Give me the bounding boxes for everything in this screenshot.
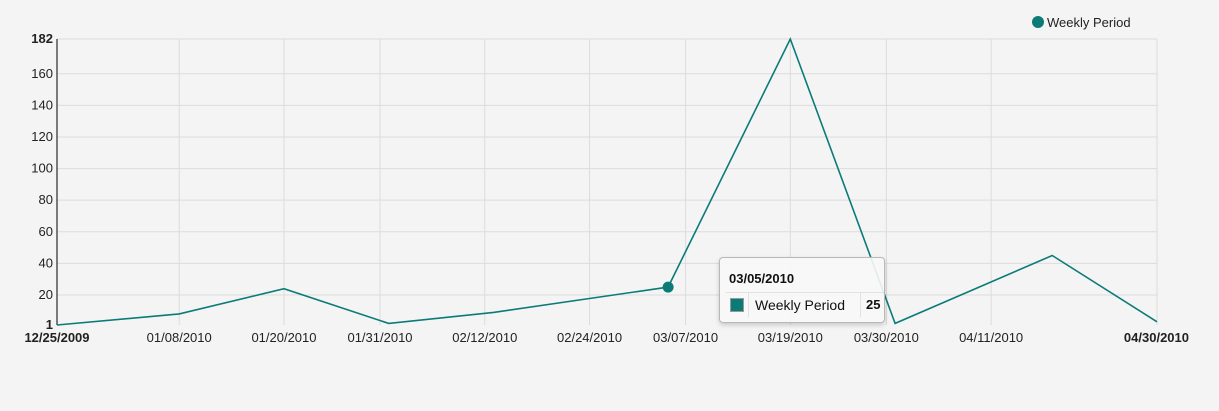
x-tick-labels: 12/25/2009 01/08/2010 01/20/2010 01/31/2010… <box>24 330 1189 345</box>
legend[interactable]: Weekly Period <box>1032 15 1131 30</box>
y-tick-label: 182 <box>31 31 53 46</box>
tooltip-value: 25 <box>866 297 881 312</box>
tooltip-series-name: Weekly Period <box>755 297 846 313</box>
y-tick-label: 160 <box>31 66 53 81</box>
highlighted-point[interactable] <box>662 281 674 293</box>
x-tick-label: 04/30/2010 <box>1124 330 1189 345</box>
legend-marker[interactable] <box>1032 16 1044 28</box>
legend-label[interactable]: Weekly Period <box>1047 15 1131 30</box>
x-tick-label: 03/19/2010 <box>758 330 823 345</box>
tooltip-date: 03/05/2010 <box>729 271 795 286</box>
y-tick-label: 120 <box>31 129 53 144</box>
x-tick-label: 12/25/2009 <box>24 330 89 345</box>
y-tick-label: 20 <box>39 287 53 302</box>
y-tick-label: 100 <box>31 161 53 176</box>
series-group <box>56 36 1158 326</box>
x-tick-label: 01/31/2010 <box>347 330 412 345</box>
x-tick-label: 01/20/2010 <box>251 330 316 345</box>
y-tick-label: 80 <box>39 192 53 207</box>
series-line-weekly-period[interactable] <box>56 36 1158 326</box>
x-tick-label: 02/12/2010 <box>452 330 517 345</box>
y-tick-label: 40 <box>39 255 53 270</box>
x-tick-label: 02/24/2010 <box>557 330 622 345</box>
x-tick-label: 03/30/2010 <box>854 330 919 345</box>
y-tick-label: 60 <box>39 224 53 239</box>
y-tick-label: 140 <box>31 97 53 112</box>
grid-lines <box>57 38 1158 325</box>
tooltip-swatch <box>730 298 744 312</box>
tooltip: 03/05/2010 Weekly Period 25 <box>719 257 885 323</box>
x-tick-label: 04/11/2010 <box>959 330 1023 345</box>
tooltip-row: Weekly Period 25 <box>726 292 884 317</box>
x-tick-label: 03/07/2010 <box>653 330 718 345</box>
x-tick-label: 01/08/2010 <box>147 330 212 345</box>
y-tick-label: 1 <box>46 317 53 332</box>
